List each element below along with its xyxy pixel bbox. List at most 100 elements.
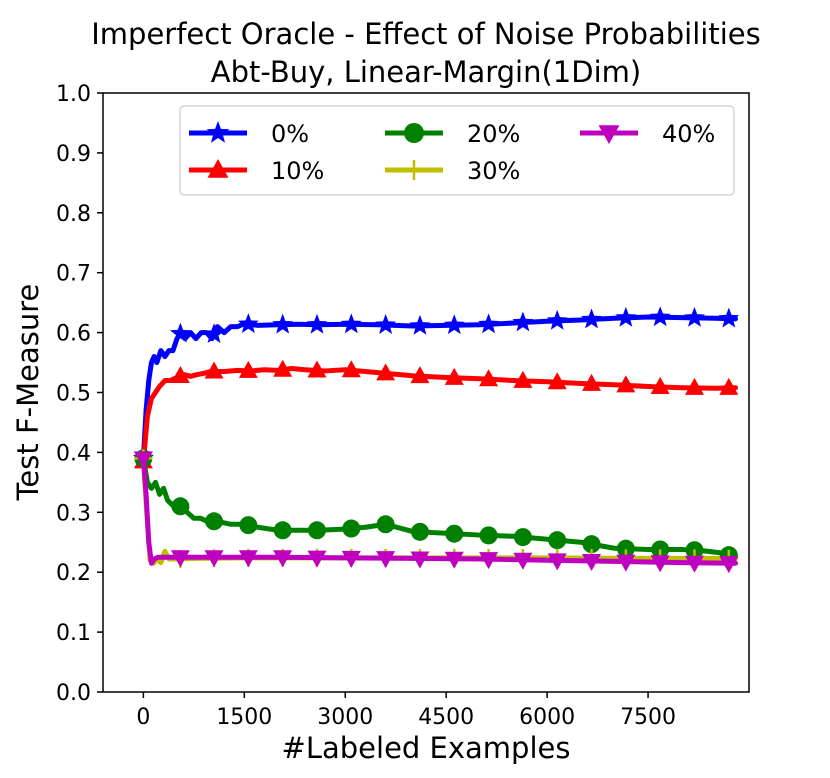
data-point	[513, 552, 533, 570]
data-point	[342, 519, 361, 538]
data-point	[546, 309, 568, 330]
y-tick-label: 0.1	[56, 621, 91, 646]
data-point	[513, 528, 532, 547]
data-point	[410, 522, 429, 541]
y-tick-label: 0.4	[56, 441, 91, 466]
data-point	[341, 360, 361, 378]
data-point	[238, 360, 258, 378]
series-10pct	[133, 359, 739, 469]
data-point	[238, 550, 258, 568]
data-point	[170, 550, 190, 568]
data-point	[684, 555, 704, 573]
legend-box	[179, 105, 735, 196]
data-point	[547, 372, 567, 390]
data-point	[341, 550, 361, 568]
data-point	[133, 451, 153, 469]
data-point	[444, 551, 464, 569]
series-line	[140, 455, 739, 560]
data-point	[444, 367, 464, 385]
data-point	[479, 369, 499, 387]
data-point	[273, 521, 292, 540]
data-point	[273, 550, 293, 568]
data-point	[273, 359, 293, 377]
y-tick-label: 0.0	[56, 681, 91, 706]
y-tick-label: 0.7	[56, 262, 91, 287]
data-point	[307, 360, 327, 378]
data-point	[684, 377, 704, 395]
legend-marker	[206, 121, 230, 143]
data-point	[410, 551, 430, 569]
data-point	[205, 512, 224, 531]
series-20pct	[134, 449, 739, 565]
chart-title: Imperfect Oracle - Effect of Noise Proba…	[91, 17, 760, 51]
data-point	[204, 361, 224, 379]
data-point	[547, 553, 567, 571]
legend-entry: 0%	[189, 120, 309, 148]
legend-label: 40%	[662, 120, 715, 148]
data-point	[237, 313, 259, 334]
y-tick-label: 0.9	[56, 142, 91, 167]
data-point	[203, 323, 225, 343]
data-point	[376, 515, 395, 534]
data-point	[616, 375, 636, 393]
legend-entry: 20%	[385, 120, 520, 148]
data-point	[307, 550, 327, 568]
data-point	[719, 377, 739, 395]
data-point	[513, 370, 533, 388]
x-tick-label: 3000	[317, 705, 373, 730]
data-point	[443, 314, 465, 335]
data-point	[650, 555, 670, 573]
data-point	[375, 314, 397, 334]
data-point	[616, 539, 635, 558]
y-tick-label: 0.3	[56, 501, 91, 526]
data-point	[445, 524, 464, 543]
data-point	[582, 373, 602, 391]
data-point	[718, 307, 740, 328]
x-tick-label: 0	[136, 705, 150, 730]
data-point	[581, 308, 602, 329]
series-line	[140, 366, 739, 464]
data-point	[649, 306, 671, 327]
legend-label: 0%	[271, 120, 309, 148]
data-point	[307, 521, 326, 540]
data-point	[479, 526, 498, 545]
x-tick-label: 4500	[418, 705, 474, 730]
data-point	[479, 552, 499, 570]
data-point	[616, 554, 636, 572]
legend-entry: 40%	[580, 120, 715, 148]
data-point	[170, 366, 190, 384]
data-point	[719, 556, 739, 574]
chart-subtitle: Abt-Buy, Linear-Margin(1Dim)	[211, 55, 641, 89]
series-line	[140, 314, 739, 461]
x-axis: 0 1500 3000 4500 6000 7500	[136, 692, 676, 730]
data-point	[169, 322, 191, 343]
x-tick-label: 6000	[519, 705, 575, 730]
data-point	[376, 363, 396, 381]
series-40pct	[133, 451, 739, 574]
data-point	[512, 311, 534, 332]
y-tick-label: 0.6	[56, 322, 91, 347]
data-point	[306, 313, 328, 334]
legend-marker	[598, 125, 620, 144]
data-point	[548, 531, 567, 550]
data-point	[204, 550, 224, 568]
legend-label: 10%	[271, 157, 324, 185]
y-axis: 0.0 0.1 0.2 0.3 0.4 0.5 0.6 0.7 0.8 0.9 1.0	[56, 82, 103, 706]
y-axis-label: Test F-Measure	[11, 284, 45, 502]
data-point	[171, 497, 190, 516]
y-tick-label: 0.2	[56, 561, 91, 586]
data-point	[582, 554, 602, 572]
data-point	[478, 313, 500, 334]
legend-marker	[404, 123, 424, 143]
legend-marker	[404, 160, 424, 180]
legend-entry: 10%	[189, 157, 324, 185]
legend-label: 30%	[467, 157, 520, 185]
data-point	[684, 306, 705, 327]
data-point	[650, 376, 670, 394]
legend-entry: 30%	[385, 157, 520, 185]
data-point	[582, 535, 601, 554]
legend-label: 20%	[467, 120, 520, 148]
series-layer	[132, 306, 740, 574]
y-tick-label: 0.8	[56, 202, 91, 227]
